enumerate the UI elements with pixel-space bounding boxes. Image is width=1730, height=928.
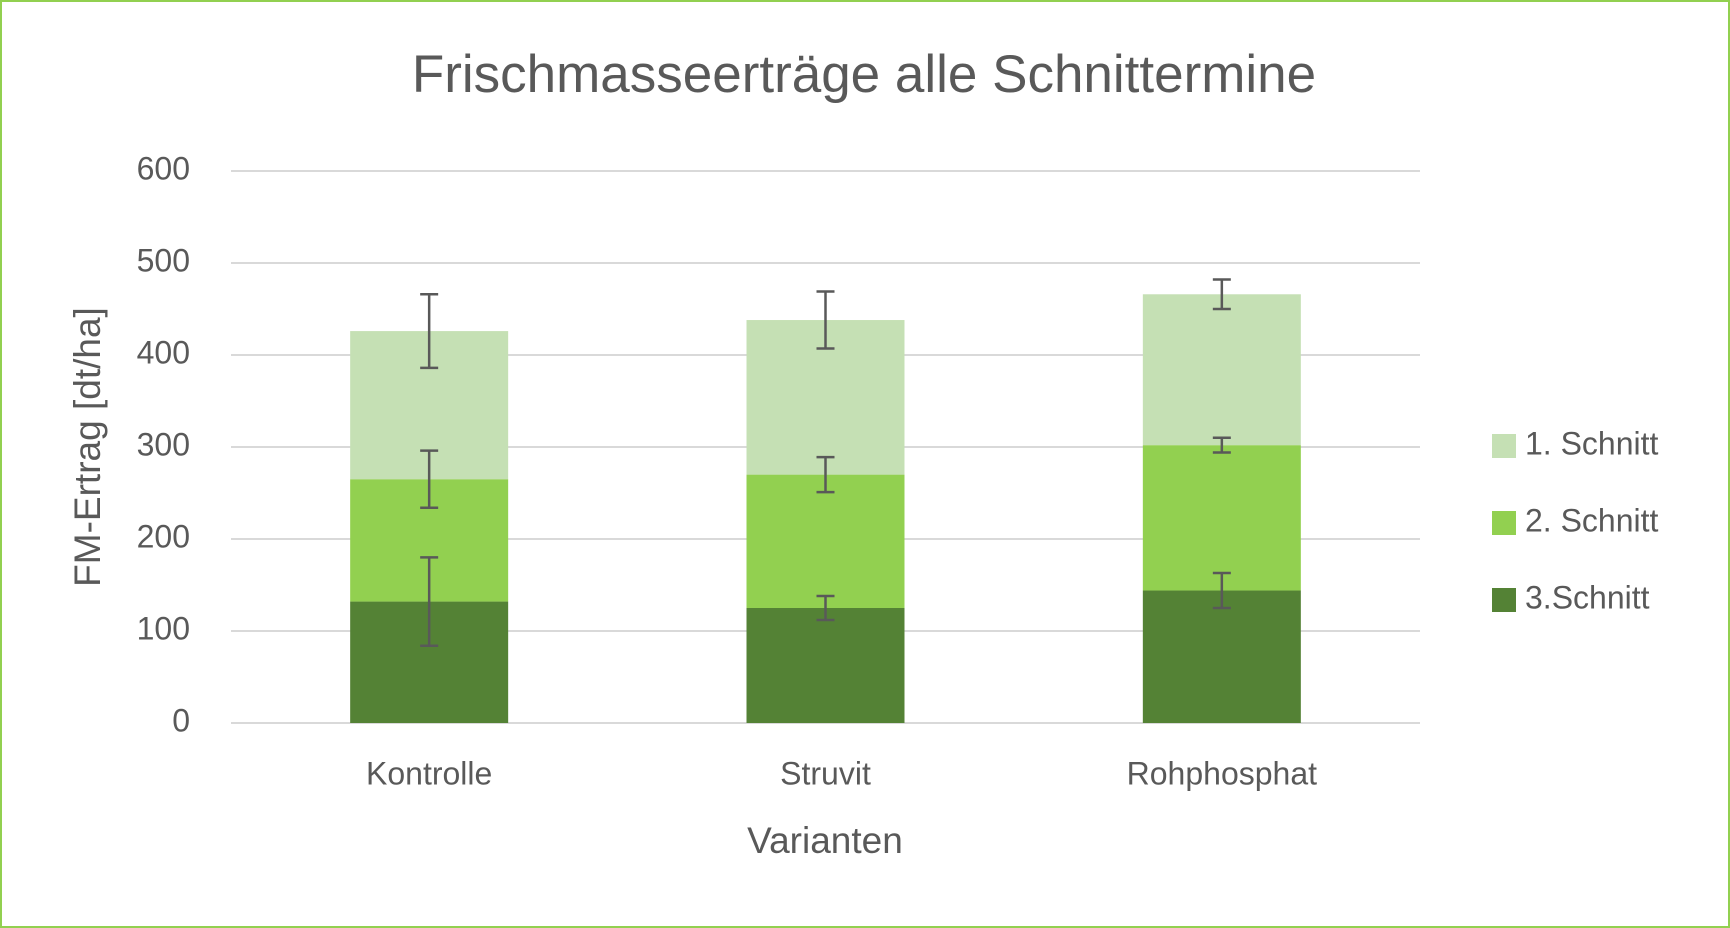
error-bar <box>1212 571 1231 610</box>
bar-segment <box>1142 294 1301 446</box>
bar-segment <box>1142 445 1301 591</box>
y-tick-label: 0 <box>172 702 190 738</box>
error-bar <box>420 556 439 647</box>
y-tick-label: 300 <box>137 426 190 462</box>
error-bar <box>1212 436 1231 454</box>
x-tick-label: Kontrolle <box>366 755 492 791</box>
x-tick-label: Struvit <box>780 755 871 791</box>
legend-swatch <box>1492 588 1516 612</box>
error-bar <box>420 449 439 509</box>
y-axis-title: FM-Ertrag [dt/ha] <box>67 307 108 587</box>
error-bar <box>816 455 835 494</box>
x-tick-label: Rohphosphat <box>1127 755 1317 791</box>
error-bar <box>816 594 835 622</box>
y-tick-label: 100 <box>137 610 190 646</box>
bar-segment <box>1142 590 1301 723</box>
error-bar <box>816 290 835 350</box>
y-tick-label: 600 <box>137 150 190 186</box>
x-axis-title: Varianten <box>747 820 903 861</box>
error-bar <box>420 293 439 370</box>
legend-label: 3.Schnitt <box>1525 579 1650 615</box>
legend-swatch <box>1492 434 1516 458</box>
y-tick-label: 200 <box>137 518 190 554</box>
bar-segment <box>746 474 905 608</box>
legend-label: 2. Schnitt <box>1525 502 1659 538</box>
y-tick-label: 400 <box>137 334 190 370</box>
legend-label: 1. Schnitt <box>1525 425 1659 461</box>
bar-segment <box>746 608 905 723</box>
y-tick-label: 500 <box>137 242 190 278</box>
chart-title: Frischmasseerträge alle Schnittermine <box>412 45 1316 104</box>
error-bar <box>1212 278 1231 311</box>
legend-swatch <box>1492 511 1516 535</box>
